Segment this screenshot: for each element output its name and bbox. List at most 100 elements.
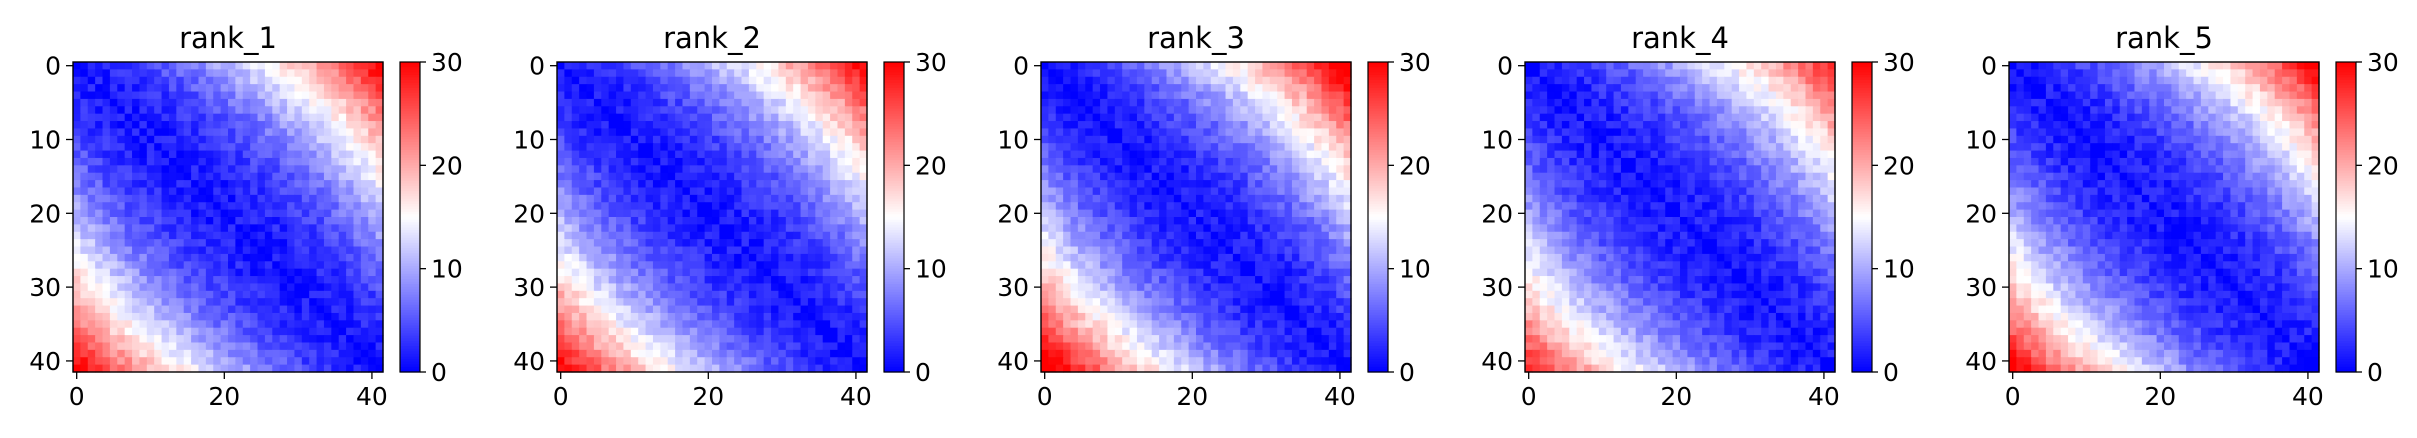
heatmap-cell (837, 209, 846, 218)
heatmap-cell (645, 231, 654, 240)
heatmap-cell (294, 231, 303, 240)
heatmap-cell (1203, 113, 1212, 122)
heatmap-cell (586, 239, 595, 248)
colorbar-segment (884, 304, 904, 309)
heatmap-cell (734, 98, 743, 107)
heatmap-cell (586, 157, 595, 166)
heatmap-cell (726, 261, 735, 270)
heatmap-cell (368, 62, 377, 70)
heatmap-cell (309, 349, 318, 358)
heatmap-cell (564, 349, 573, 358)
colorbar-segment (884, 232, 904, 236)
heatmap-cell (837, 106, 846, 115)
heatmap-cell (1129, 253, 1138, 262)
heatmap-cell (117, 261, 126, 270)
heatmap-cell (161, 290, 170, 299)
heatmap-cell (198, 194, 207, 203)
heatmap-cell (778, 312, 787, 321)
heatmap-cell (213, 320, 222, 329)
heatmap-cell (815, 305, 824, 314)
y-tick-label: 10 (513, 126, 545, 155)
heatmap-cell (235, 253, 244, 262)
heatmap-cell (564, 106, 573, 115)
heatmap-cell (748, 253, 757, 262)
heatmap-cell (1188, 135, 1197, 144)
heatmap-cell (1159, 128, 1168, 137)
heatmap-cell (719, 246, 728, 255)
heatmap-cell (338, 268, 347, 277)
heatmap-cell (168, 357, 177, 366)
heatmap-cell (667, 312, 676, 321)
heatmap-cell (183, 305, 192, 314)
colorbar-segment (400, 103, 420, 107)
heatmap-cell (323, 121, 332, 130)
heatmap-cell (95, 246, 104, 255)
heatmap-cell (726, 135, 735, 144)
heatmap-cell (360, 98, 369, 107)
heatmap-cell (608, 268, 617, 277)
heatmap-cell (279, 165, 288, 174)
heatmap-cell (176, 357, 185, 366)
heatmap-cell (228, 231, 236, 240)
heatmap-cell (1159, 69, 1168, 78)
heatmap-cell (161, 76, 170, 85)
heatmap-cell (844, 224, 853, 233)
colorbar-segment (884, 273, 904, 278)
heatmap-cell (675, 349, 684, 358)
heatmap-cell (1041, 113, 1049, 122)
heatmap-cell (80, 217, 89, 225)
heatmap-cell (852, 246, 861, 255)
heatmap-cell (1328, 135, 1337, 144)
heatmap-cell (601, 276, 610, 285)
heatmap-cell (279, 290, 288, 299)
heatmap-cell (608, 157, 617, 166)
heatmap-cell (815, 135, 824, 144)
heatmap-cell (697, 76, 706, 85)
heatmap-cell (675, 268, 684, 277)
heatmap-cell (1284, 224, 1293, 233)
heatmap-cell (1048, 180, 1057, 189)
heatmap-cell (1122, 113, 1131, 122)
heatmap-cell (360, 217, 369, 225)
heatmap-cell (1173, 91, 1182, 100)
heatmap-cell (593, 157, 602, 166)
heatmap-cell (272, 261, 281, 270)
heatmap-cell (250, 98, 259, 107)
heatmap-cell (198, 349, 207, 358)
heatmap-cell (748, 172, 757, 181)
heatmap-cell (1144, 194, 1153, 203)
heatmap-cell (264, 357, 273, 366)
heatmap-cell (205, 261, 214, 270)
heatmap-cell (601, 143, 610, 152)
heatmap-cell (139, 239, 148, 248)
heatmap-cell (756, 84, 765, 93)
heatmap-cell (675, 364, 684, 373)
heatmap-cell (859, 253, 868, 262)
heatmap-cell (375, 128, 384, 137)
heatmap-cell (323, 76, 332, 85)
heatmap-cell (1151, 128, 1160, 137)
heatmap-cell (294, 342, 303, 351)
heatmap-cell (697, 217, 706, 225)
heatmap-cell (323, 143, 332, 152)
heatmap-cell (205, 172, 214, 181)
colorbar-frame (883, 61, 905, 373)
heatmap-cell (1144, 150, 1153, 159)
heatmap-cell (712, 305, 720, 314)
heatmap-cell (1277, 113, 1286, 122)
heatmap-cell (375, 349, 384, 358)
heatmap-cell (338, 106, 347, 115)
heatmap-cell (161, 312, 170, 321)
heatmap-cell (1100, 62, 1109, 70)
heatmap-cell (73, 172, 81, 181)
heatmap-cell (763, 202, 772, 211)
heatmap-cell (1151, 209, 1160, 218)
heatmap-cell (95, 283, 104, 292)
heatmap-cell (1321, 157, 1330, 166)
heatmap-cell (586, 276, 595, 285)
heatmap-cell (623, 327, 632, 336)
heatmap-cell (220, 320, 229, 329)
heatmap-cell (557, 187, 565, 196)
heatmap-cell (154, 157, 163, 166)
heatmap-cell (287, 305, 296, 314)
